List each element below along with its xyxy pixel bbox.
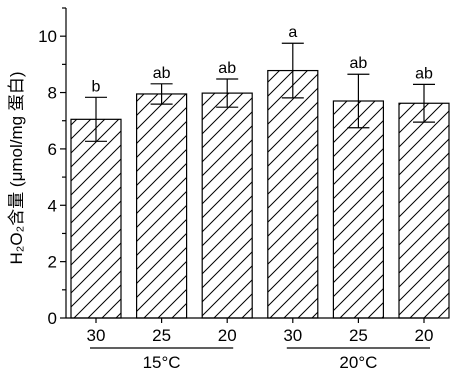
bar: [136, 93, 188, 319]
significance-label: ab: [415, 65, 433, 82]
y-tick-label: 10: [38, 27, 57, 46]
y-tick-label: 6: [48, 140, 57, 159]
x-tick-label: 30: [87, 326, 106, 345]
bar: [70, 118, 122, 319]
significance-label: ab: [153, 65, 171, 82]
significance-label: a: [288, 24, 297, 41]
x-tick-label: 20: [218, 326, 237, 345]
y-tick-label: 8: [48, 84, 57, 103]
x-tick-label: 30: [283, 326, 302, 345]
x-tick-label: 25: [152, 326, 171, 345]
group-label: 20°C: [339, 353, 377, 372]
bar: [201, 92, 253, 319]
group-label: 15°C: [143, 353, 181, 372]
x-tick-label: 20: [415, 326, 434, 345]
y-tick-label: 2: [48, 253, 57, 272]
significance-label: ab: [350, 55, 368, 72]
x-tick-label: 25: [349, 326, 368, 345]
significance-label: ab: [218, 60, 236, 77]
y-tick-label: 0: [48, 309, 57, 328]
bar: [332, 100, 384, 319]
bar: [267, 69, 319, 319]
bar: [398, 102, 450, 319]
significance-label: b: [92, 78, 101, 95]
y-axis-label: H₂O₂含量 (μmol/mg 蛋白): [7, 72, 26, 265]
y-tick-label: 4: [48, 196, 57, 215]
